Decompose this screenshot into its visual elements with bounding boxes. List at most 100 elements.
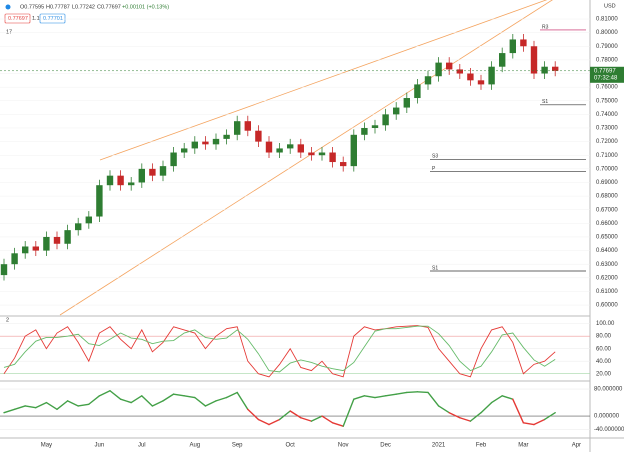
y-tick-label: 0.62000: [596, 275, 618, 281]
candle-body: [138, 168, 145, 183]
x-tick-label: Feb: [476, 443, 487, 449]
candle-body: [159, 166, 167, 176]
candle-body: [340, 162, 347, 167]
momentum-segment: [3, 408, 16, 414]
momentum-segment: [98, 390, 111, 397]
candle-body: [361, 127, 368, 135]
momentum-segment: [130, 395, 143, 404]
y-tick-label: 0.68000: [596, 194, 618, 200]
candle-body: [276, 148, 283, 153]
candle-body: [424, 76, 432, 85]
x-tick-label: Aug: [189, 443, 200, 449]
candle-body: [149, 168, 156, 176]
candle-body: [435, 62, 442, 77]
candle-body: [96, 185, 103, 217]
countdown: 07:32:48: [594, 75, 618, 81]
momentum-segment: [151, 400, 164, 407]
y-tick-label: 0.60000: [596, 303, 618, 309]
candle-body: [43, 236, 50, 251]
momentum-segment: [480, 401, 493, 414]
candle-body: [32, 246, 39, 251]
candle-body: [53, 236, 61, 244]
y-tick-label: 0.74000: [596, 112, 618, 118]
pivot-label: S1: [542, 99, 548, 105]
pivot-label: S1: [432, 265, 438, 271]
momentum-segment: [533, 418, 546, 426]
y-tick-label: -40.000000: [594, 427, 624, 433]
x-tick-label: Mar: [518, 443, 528, 449]
momentum-segment: [194, 396, 207, 407]
sell-box[interactable]: [4, 13, 31, 24]
momentum-segment: [257, 418, 270, 426]
y-tick-label: 100.00: [596, 321, 615, 327]
y-tick-label: 0.67000: [596, 207, 618, 213]
x-tick-label: Nov: [338, 443, 349, 449]
momentum-segment: [278, 410, 291, 421]
candle-body: [393, 107, 400, 115]
x-tick-label: Oct: [286, 443, 296, 449]
y-tick-label: 0.76000: [596, 85, 618, 91]
change: +0.00101 (+0.13%): [122, 4, 169, 10]
candle-body: [552, 66, 559, 71]
momentum-segment: [395, 391, 408, 395]
momentum-segment: [427, 391, 440, 407]
candle-body: [541, 66, 548, 74]
y-tick-label: 0.70000: [596, 166, 618, 172]
candle-body: [509, 39, 516, 54]
y-tick-label: 80.00: [596, 334, 612, 340]
candle-body: [244, 121, 251, 131]
y-tick-label: 0.73000: [596, 126, 618, 132]
momentum-segment: [13, 405, 26, 411]
pivot-label: R3: [542, 24, 549, 30]
momentum-segment: [406, 391, 419, 394]
momentum-segment: [35, 401, 48, 409]
momentum-segment: [289, 410, 302, 419]
candle-body: [234, 121, 241, 135]
momentum-segment: [45, 401, 58, 411]
candle-body: [350, 134, 357, 167]
y-tick-label: 0.66000: [596, 221, 618, 227]
momentum-segment: [459, 417, 472, 422]
x-tick-label: Sep: [232, 443, 243, 449]
candle-body: [371, 125, 379, 128]
momentum-segment: [342, 398, 355, 427]
y-tick-label: 60.00: [596, 346, 612, 352]
momentum-segment: [331, 422, 344, 427]
candle-body: [488, 66, 495, 85]
x-tick-label: 2021: [432, 443, 446, 449]
momentum-segment: [363, 395, 376, 399]
y-tick-label: 0.69000: [596, 180, 618, 186]
candle-body: [202, 141, 209, 145]
candle-body: [64, 230, 71, 244]
buy-box[interactable]: [39, 13, 66, 24]
open: O0.77595: [20, 4, 44, 10]
momentum-segment: [300, 417, 313, 422]
high: H0.77787: [46, 4, 70, 10]
momentum-segment: [172, 393, 185, 397]
momentum-segment: [141, 395, 154, 407]
candle-body: [456, 69, 463, 74]
candle-body: [106, 175, 114, 186]
momentum-segment: [469, 412, 482, 422]
momentum-segment: [77, 403, 90, 407]
momentum-segment: [204, 400, 217, 407]
candle-body: [318, 152, 326, 156]
candle-body: [467, 73, 474, 81]
momentum-segment: [88, 395, 101, 405]
candle-body: [382, 114, 389, 126]
x-tick-label: May: [41, 443, 52, 449]
candle-body: [499, 53, 506, 67]
candle-body: [191, 141, 198, 149]
momentum-segment: [437, 405, 450, 414]
panel-count[interactable]: 2: [6, 317, 9, 323]
candle-body: [477, 80, 485, 85]
y-tick-label: 40.00: [596, 359, 612, 365]
x-tick-label: Jul: [138, 443, 146, 449]
momentum-segment: [225, 391, 238, 399]
momentum-segment: [374, 395, 387, 399]
momentum-segment: [448, 412, 461, 419]
candle-body: [181, 148, 188, 153]
y-tick-label: 0.65000: [596, 235, 618, 241]
